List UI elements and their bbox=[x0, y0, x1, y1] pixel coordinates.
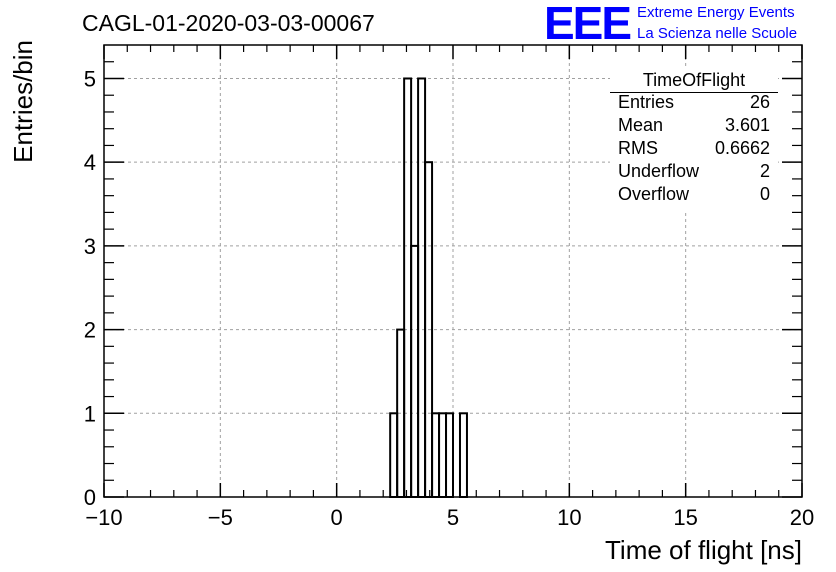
x-tick-label: −5 bbox=[208, 505, 233, 530]
stats-row-mean: Mean 3.601 bbox=[618, 115, 770, 138]
y-tick-label: 2 bbox=[84, 318, 96, 343]
stats-value: 0 bbox=[759, 184, 770, 204]
histogram-bin bbox=[403, 77, 413, 499]
stats-title: TimeOfFlight bbox=[642, 70, 746, 90]
stats-value: 26 bbox=[749, 92, 770, 112]
histogram-bin bbox=[445, 412, 454, 498]
stats-divider bbox=[610, 92, 778, 93]
x-tick-label: 20 bbox=[790, 505, 814, 530]
histogram-bars bbox=[389, 77, 468, 499]
stats-box: TimeOfFlight Entries 26 Mean 3.601 RMS 0… bbox=[610, 68, 778, 210]
x-tick-label: −10 bbox=[85, 505, 122, 530]
stats-value: 2 bbox=[759, 161, 770, 181]
logo-text-line1: Extreme Energy Events bbox=[637, 4, 795, 21]
chart-title: CAGL-01-2020-03-03-00067 bbox=[82, 10, 375, 36]
logo-text-line2: La Scienza nelle Scuole bbox=[637, 25, 798, 42]
axis-ticks bbox=[103, 45, 803, 498]
stats-label: Underflow bbox=[618, 161, 700, 181]
x-axis-label: Time of flight [ns] bbox=[605, 535, 802, 565]
stats-value: 3.601 bbox=[724, 115, 770, 135]
histogram-bin bbox=[417, 77, 427, 499]
eee-logo: EEE bbox=[544, 0, 632, 49]
stats-row-rms: RMS 0.6662 bbox=[618, 138, 770, 161]
stats-row-entries: Entries 26 bbox=[618, 92, 770, 115]
histogram-bin bbox=[410, 244, 420, 498]
stats-label: Mean bbox=[618, 115, 664, 135]
y-tick-label: 1 bbox=[84, 401, 96, 426]
histogram-bin bbox=[389, 412, 399, 498]
histogram-bin bbox=[431, 412, 441, 498]
stats-label: RMS bbox=[618, 138, 658, 158]
stats-value: 0.6662 bbox=[714, 138, 770, 158]
x-tick-label: 5 bbox=[447, 505, 459, 530]
stats-label: Overflow bbox=[618, 184, 690, 204]
stats-row-underflow: Underflow 2 bbox=[618, 161, 770, 184]
y-tick-label: 5 bbox=[84, 66, 96, 91]
x-tick-label: 10 bbox=[557, 505, 581, 530]
stats-label: Entries bbox=[618, 92, 675, 112]
x-tick-label: 0 bbox=[331, 505, 343, 530]
histogram-bin bbox=[438, 412, 448, 498]
y-axis-label: Entries/bin bbox=[8, 40, 38, 163]
x-tick-label: 15 bbox=[673, 505, 697, 530]
y-tick-label: 3 bbox=[84, 234, 96, 259]
stats-row-overflow: Overflow 0 bbox=[618, 184, 770, 207]
histogram-bin bbox=[458, 412, 468, 498]
y-tick-label: 4 bbox=[84, 150, 96, 175]
y-tick-label: 0 bbox=[84, 485, 96, 510]
